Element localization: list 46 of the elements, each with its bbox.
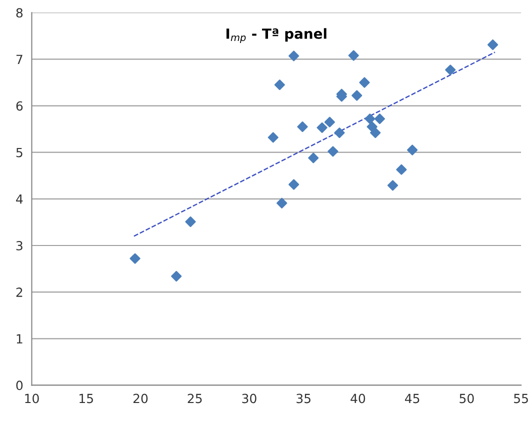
x-tick-label: 20	[133, 394, 148, 404]
point	[288, 179, 300, 190]
x-tick-label: 50	[460, 394, 474, 404]
x-tick-label: 10	[25, 394, 39, 404]
point	[324, 116, 335, 128]
point	[352, 90, 362, 101]
point	[130, 253, 140, 264]
point	[308, 152, 319, 164]
point	[268, 132, 278, 143]
point	[348, 50, 359, 61]
y-tick-label: 4	[16, 194, 23, 204]
text: I$_{mp}$ - Tª panel	[226, 28, 326, 44]
x-tick-label: 55	[514, 394, 528, 404]
y-tick-label: 7	[16, 54, 22, 64]
y-tick-label: 0	[16, 380, 23, 390]
point	[276, 198, 288, 208]
point	[274, 80, 285, 90]
point	[366, 121, 378, 132]
point	[364, 114, 376, 124]
x-tick-label: 35	[296, 394, 310, 404]
point	[396, 164, 407, 175]
point	[445, 64, 456, 76]
y-tick-label: 2	[16, 288, 22, 297]
y-tick-label: 3	[16, 240, 22, 250]
point	[316, 122, 328, 133]
point	[374, 114, 386, 124]
x-tick-label: 15	[80, 394, 93, 404]
point	[185, 216, 196, 228]
point	[359, 77, 370, 88]
point	[407, 144, 418, 156]
point	[487, 39, 498, 50]
point	[288, 50, 300, 62]
point	[297, 121, 308, 132]
point	[328, 146, 338, 157]
x-tick-label: 30	[242, 394, 256, 404]
y-tick-label: 1	[16, 334, 22, 344]
x-tick-label: 25	[188, 394, 202, 404]
point	[334, 127, 345, 138]
x-tick-label: 45	[404, 394, 420, 404]
x-tick-label: 40	[350, 394, 366, 404]
point	[171, 270, 182, 282]
point	[387, 180, 398, 191]
y-tick-label: 6	[16, 101, 23, 111]
point	[370, 127, 381, 138]
y-tick-label: 5	[16, 148, 22, 158]
y-tick-label: 8	[16, 8, 23, 18]
